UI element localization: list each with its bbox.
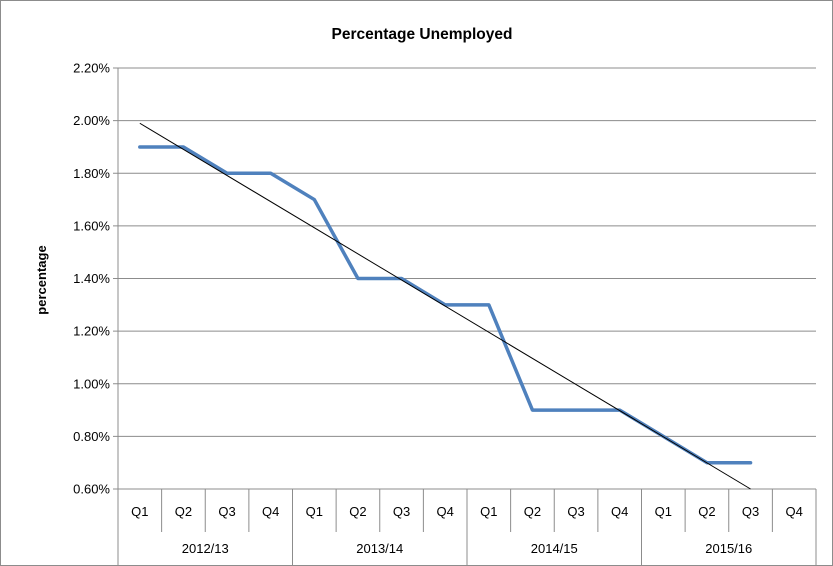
y-tick-label: 1.40% xyxy=(73,271,110,286)
y-tick-label: 1.60% xyxy=(73,218,110,233)
y-axis-label: percentage xyxy=(34,245,49,314)
x-category-label: Q2 xyxy=(349,504,366,519)
y-tick-label: 2.20% xyxy=(73,61,110,76)
x-category-label: Q4 xyxy=(786,504,803,519)
y-tick-label: 0.60% xyxy=(73,482,110,497)
y-tick-label: 0.80% xyxy=(73,429,110,444)
x-category-label: Q3 xyxy=(218,504,235,519)
x-category-label: Q3 xyxy=(567,504,584,519)
x-group-label: 2012/13 xyxy=(182,541,229,556)
x-category-label: Q2 xyxy=(524,504,541,519)
y-axis-ticks: 0.60% 0.80% 1.00% 1.20% 1.40% 1.60% 1.80% 2.00%… xyxy=(73,61,118,497)
x-category-label: Q1 xyxy=(306,504,323,519)
x-category-label: Q1 xyxy=(480,504,497,519)
x-group-label: 2015/16 xyxy=(705,541,752,556)
x-category-label: Q2 xyxy=(175,504,192,519)
x-category-label: Q4 xyxy=(611,504,628,519)
y-tick-label: 1.20% xyxy=(73,324,110,339)
trendline xyxy=(139,122,751,490)
x-group-label: 2014/15 xyxy=(531,541,578,556)
x-category-label: Q1 xyxy=(655,504,672,519)
x-axis-categories: Q1 Q2 Q3 Q4 Q1 Q2 Q3 Q4 Q1 Q2 Q3 Q4 Q1 Q2 Q3 Q4 2012/13 2… xyxy=(117,489,817,566)
y-tick-label: 1.00% xyxy=(73,376,110,391)
x-category-label: Q4 xyxy=(262,504,279,519)
x-category-label: Q3 xyxy=(393,504,410,519)
x-group-label: 2013/14 xyxy=(356,541,403,556)
series-lines xyxy=(138,122,753,490)
y-tick-label: 1.80% xyxy=(73,166,110,181)
gridlines xyxy=(118,67,816,490)
series-line xyxy=(138,145,753,465)
x-category-label: Q4 xyxy=(437,504,454,519)
x-category-label: Q1 xyxy=(131,504,148,519)
x-category-label: Q3 xyxy=(742,504,759,519)
x-category-label: Q2 xyxy=(698,504,715,519)
y-tick-label: 2.00% xyxy=(73,113,110,128)
chart-title: Percentage Unemployed xyxy=(332,26,513,43)
